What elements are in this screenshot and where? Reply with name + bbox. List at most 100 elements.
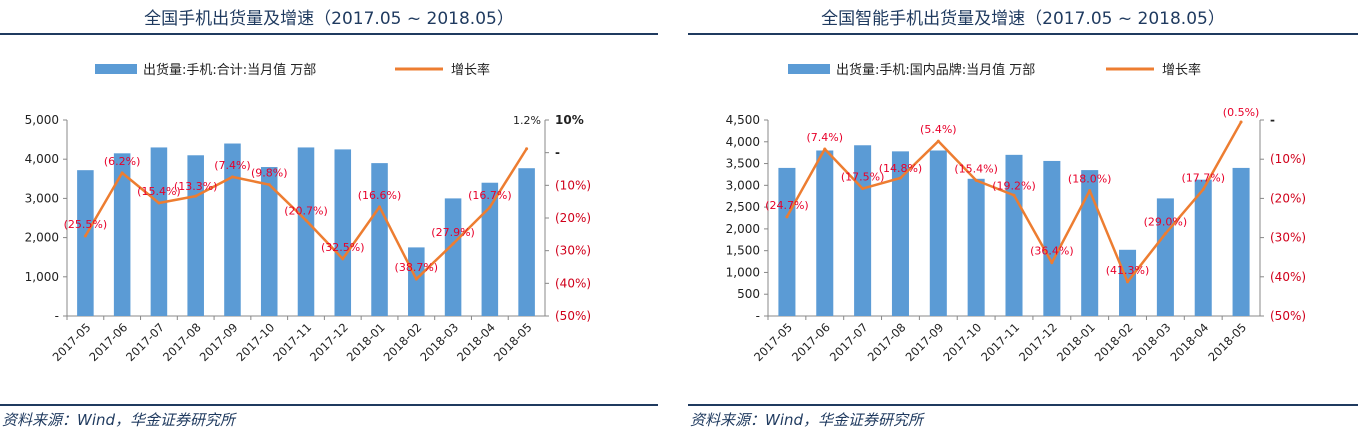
x-tick-label: 2017-07: [827, 320, 871, 364]
x-tick-label: 2017-09: [197, 320, 241, 364]
right-axis: (50%) (40%) (30%) (20%) (10%) - 10%: [544, 113, 591, 323]
left-tick-label: 3,000: [25, 191, 59, 205]
data-label: (32.5%): [321, 241, 365, 254]
x-tick-label: 2018-04: [1167, 320, 1211, 364]
bar: [113, 153, 131, 316]
growth-point: [341, 257, 345, 261]
growth-point: [451, 242, 455, 246]
right-tick-label: (30%): [1270, 231, 1306, 245]
bar: [891, 151, 909, 316]
right-axis: (50%) (40%) (30%) (20%) (10%) -: [1259, 113, 1306, 323]
data-label: (18.0%): [1068, 173, 1112, 186]
x-tick-label: 2017-08: [160, 320, 204, 364]
data-label: (13.3%): [174, 180, 218, 193]
growth-point: [83, 234, 87, 238]
right-tick-label: (20%): [1270, 191, 1306, 205]
bar: [150, 147, 168, 316]
right-tick-label: (10%): [555, 178, 591, 192]
growth-point: [525, 147, 529, 151]
left-tick-label: 3,500: [726, 157, 760, 171]
growth-point: [157, 201, 161, 205]
x-tick-label: 2017-12: [307, 320, 351, 364]
bar: [967, 178, 985, 316]
growth-point: [823, 147, 827, 151]
source-divider: [0, 404, 658, 406]
x-tick-label: 2017-05: [751, 320, 795, 364]
left-axis: - 1,000 2,000 3,000 4,000 5,000: [25, 113, 68, 323]
x-tick-label: 2018-02: [1092, 320, 1136, 364]
left-tick-label: 4,000: [726, 135, 760, 149]
chart-phone-shipments: 出货量:手机:合计:当月值 万部 增长率 - 1,000 2,000 3,000 4,000…: [25, 62, 591, 364]
left-tick-label: 2,000: [726, 222, 760, 236]
x-tick-label: 2018-01: [1054, 320, 1098, 364]
data-labels: (24.7%) (7.4%) (17.5%)(14.8%) (5.4%) (15.4%)…: [765, 106, 1259, 277]
x-axis-labels: 2017-052017-062017-072017-082017-092017-…: [751, 316, 1249, 364]
data-label: (20.7%): [284, 204, 328, 217]
growth-point: [194, 194, 198, 198]
x-tick-label: 2017-11: [978, 320, 1022, 364]
x-tick-label: 2018-01: [344, 320, 388, 364]
bar: [371, 163, 388, 316]
bar: [481, 182, 499, 316]
left-tick-label: 3,000: [726, 178, 760, 192]
left-tick-label: 500: [737, 287, 760, 301]
bar: [334, 149, 352, 316]
bar: [778, 167, 796, 316]
growth-point: [378, 205, 382, 209]
legend-label-bar: 出货量:手机:合计:当月值 万部: [143, 62, 316, 78]
left-axis: - 500 1,000 1,500 2,000 2,500 3,000 3,500 4,000 4…: [726, 113, 769, 323]
x-tick-label: 2017-08: [865, 320, 909, 364]
chart-panel-phone-shipments: 全国手机出货量及增速（2017.05 ~ 2018.05） 出货量:手机:合计:…: [0, 0, 658, 437]
left-tick-label: -: [756, 309, 760, 323]
right-tick-label: (20%): [555, 211, 591, 225]
bar: [518, 168, 535, 316]
x-tick-label: 2017-06: [789, 320, 833, 364]
left-tick-label: 5,000: [25, 113, 59, 127]
x-tick-label: 2017-10: [233, 320, 277, 364]
left-tick-label: 1,500: [726, 244, 760, 258]
x-tick-label: 2018-03: [1130, 320, 1174, 364]
left-tick-label: 1,000: [25, 270, 59, 284]
bar: [77, 170, 94, 316]
growth-point: [1201, 187, 1205, 191]
growth-point: [414, 277, 418, 281]
x-tick-label: 2017-07: [123, 320, 167, 364]
growth-point: [898, 176, 902, 180]
left-tick-label: 1,000: [726, 265, 760, 279]
chart-smartphone-shipments: 出货量:手机:国内品牌:当月值 万部 增长率 - 500 1,000 1,500 2,000…: [726, 62, 1306, 364]
growth-point: [230, 175, 234, 179]
right-tick-label: (40%): [555, 276, 591, 290]
growth-point: [1126, 280, 1130, 284]
right-tick-label: (50%): [1270, 309, 1306, 323]
bar: [224, 143, 241, 316]
bar: [1005, 154, 1023, 316]
bar: [1232, 167, 1250, 316]
x-tick-label: 2018-02: [381, 320, 425, 364]
growth-point: [304, 218, 308, 222]
data-label: (27.9%): [431, 226, 475, 239]
data-label: (15.4%): [954, 162, 998, 175]
data-label: (0.5%): [1223, 106, 1260, 119]
legend-label-bar: 出货量:手机:国内品牌:当月值 万部: [836, 62, 1035, 78]
chart-title: 全国智能手机出货量及增速（2017.05 ~ 2018.05）: [821, 9, 1225, 29]
growth-point: [936, 139, 940, 143]
bar: [297, 147, 315, 316]
left-tick-label: 2,500: [726, 200, 760, 214]
chart-legend: 出货量:手机:国内品牌:当月值 万部 增长率: [788, 62, 1201, 78]
data-label: (19.2%): [992, 179, 1036, 192]
growth-point: [1088, 189, 1092, 193]
chart-title: 全国手机出货量及增速（2017.05 ~ 2018.05）: [144, 9, 514, 29]
bar-series: [77, 143, 535, 316]
data-label: (5.4%): [920, 123, 957, 136]
source-divider: [688, 404, 1358, 406]
x-tick-label: 2018-03: [417, 320, 461, 364]
growth-point: [1012, 193, 1016, 197]
data-label: (38.7%): [395, 261, 439, 274]
source-note: 资料来源：Wind，华金证券研究所: [690, 411, 924, 429]
right-tick-label: 10%: [555, 113, 584, 127]
x-axis-labels: 2017-052017-062017-072017-082017-092017-…: [50, 316, 535, 364]
data-label: (24.7%): [765, 199, 809, 212]
data-label: (9.8%): [251, 167, 288, 180]
left-tick-label: -: [55, 309, 59, 323]
bar: [1081, 170, 1099, 316]
